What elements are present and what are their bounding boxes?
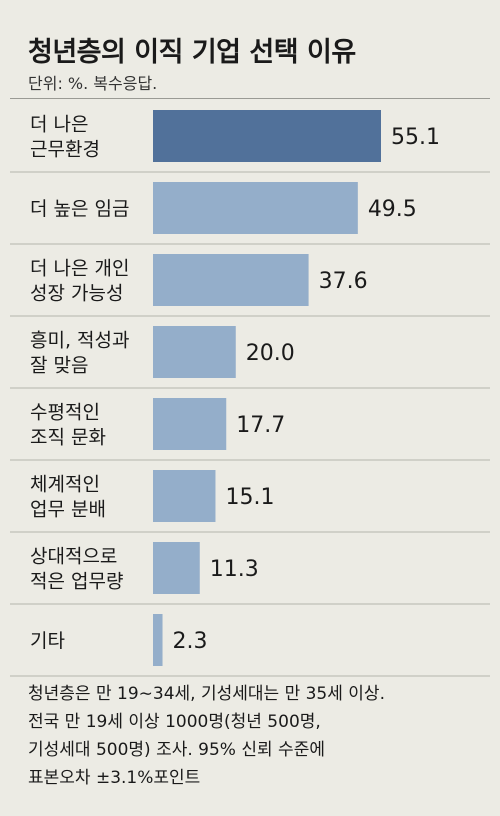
category-label: 더 높은 임금 (30, 198, 129, 220)
value-label: 20.0 (246, 341, 295, 366)
bar (153, 398, 227, 450)
value-label: 2.3 (173, 629, 208, 654)
category-label: 흥미, 적성과 잘 맞음 (30, 330, 129, 377)
bar (153, 614, 163, 666)
survey-footnote: 청년층은 만 19∼34세, 기성세대는 만 35세 이상. 전국 만 19세 … (28, 684, 385, 788)
bar (153, 254, 309, 306)
bar (153, 110, 381, 162)
category-label: 상대적으로 적은 업무량 (30, 546, 123, 593)
category-label: 수평적인 조직 문화 (30, 402, 106, 449)
value-label: 37.6 (319, 269, 368, 294)
bar (153, 182, 358, 234)
top-divider (10, 98, 490, 99)
value-label: 49.5 (368, 197, 417, 222)
category-label: 더 나은 개인 성장 가능성 (30, 258, 129, 305)
unit-note: 단위: %. 복수응답. (28, 74, 158, 93)
value-label: 11.3 (210, 557, 259, 582)
value-label: 55.1 (391, 125, 440, 150)
bar-chart: 55.1 더 나은 근무환경 49.5 더 높은 임금 37.6 더 나은 개인 성장 가능성… (10, 110, 490, 677)
value-label: 15.1 (225, 485, 274, 510)
value-label: 17.7 (236, 413, 285, 438)
bar (153, 326, 236, 378)
bar (153, 542, 200, 594)
category-label: 더 나은 근무환경 (30, 114, 100, 161)
category-label: 기타 (30, 630, 65, 652)
chart-title: 청년층의 이직 기업 선택 이유 (28, 37, 356, 68)
category-label: 체계적인 업무 분배 (30, 474, 106, 521)
bar (153, 470, 216, 522)
